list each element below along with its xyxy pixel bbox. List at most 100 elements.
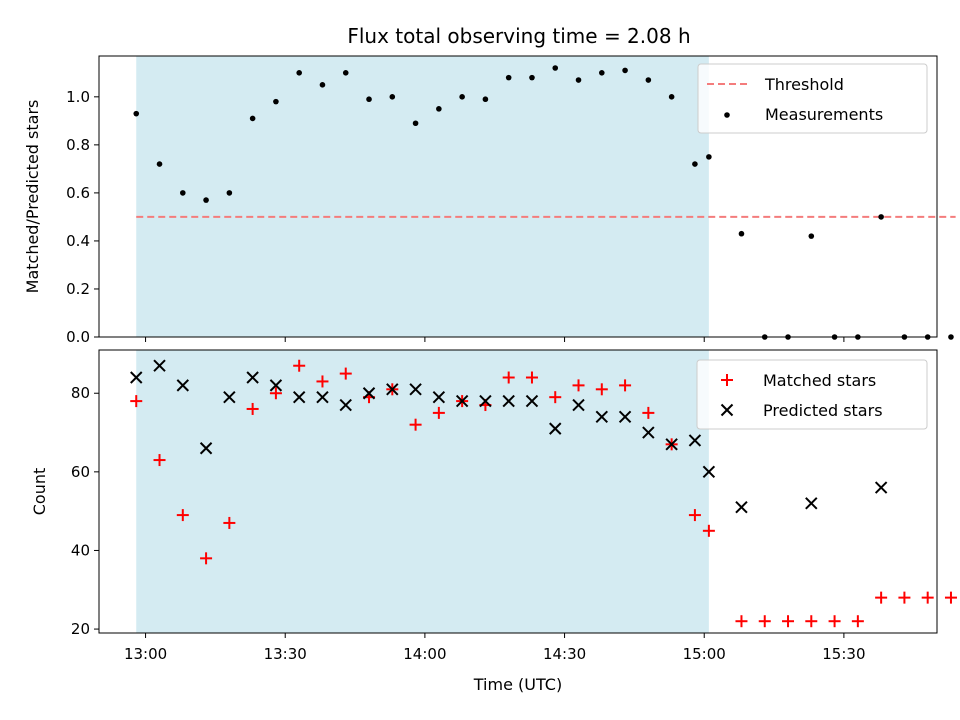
measurement-point bbox=[482, 96, 489, 103]
measurement-point bbox=[203, 197, 209, 203]
predicted-star-point bbox=[432, 390, 446, 404]
matched-star-point bbox=[619, 379, 632, 392]
matched-star-point bbox=[851, 615, 864, 628]
matched-star-point bbox=[921, 591, 934, 604]
matched-star-point bbox=[805, 615, 818, 628]
matched-star-point bbox=[409, 418, 422, 431]
measurement-point bbox=[180, 190, 186, 196]
matched-star-point bbox=[642, 406, 655, 419]
measurement-point bbox=[948, 334, 954, 340]
measurement-point bbox=[342, 70, 349, 76]
predicted-star-point bbox=[735, 501, 748, 514]
measurement-point bbox=[692, 161, 698, 167]
predicted-star-point bbox=[525, 394, 539, 408]
measurement-point bbox=[389, 94, 396, 100]
matched-star-point bbox=[828, 615, 841, 628]
matched-star-point bbox=[176, 509, 189, 522]
measurement-point bbox=[249, 115, 256, 122]
top-y-tick-label: 0.2 bbox=[66, 280, 90, 298]
measurement-point bbox=[412, 120, 419, 127]
top-legend-box bbox=[697, 63, 928, 134]
bottom-x-axis-ticks: 13:00 13:30 14:00 14:30 15:00 15:30 bbox=[124, 633, 866, 663]
predicted-star-point bbox=[665, 438, 678, 451]
matched-star-point bbox=[200, 552, 213, 565]
legend-measurements-swatch bbox=[724, 112, 730, 118]
measurement-point bbox=[133, 110, 140, 117]
bottom-y-tick-label: 80 bbox=[71, 384, 90, 402]
predicted-star-point bbox=[339, 398, 352, 412]
top-y-axis-label: Matched/Predicted stars bbox=[23, 100, 42, 294]
predicted-star-point bbox=[874, 481, 888, 494]
bottom-x-tick-label: 15:00 bbox=[683, 645, 726, 663]
legend-matched-marker bbox=[721, 374, 733, 386]
top-y-axis-ticks: 0.0 0.2 0.4 0.6 0.8 1.0 bbox=[66, 88, 99, 346]
legend-predicted-swatch bbox=[720, 403, 734, 417]
legend-measurements-label: Measurements bbox=[765, 105, 883, 124]
bottom-y-axis-label: Count bbox=[30, 468, 49, 516]
bottom-y-tick-label: 20 bbox=[71, 620, 90, 638]
matched-stars-points bbox=[130, 359, 957, 628]
legend-predicted-marker bbox=[720, 403, 734, 417]
measurement-point bbox=[319, 82, 326, 88]
predicted-star-point bbox=[223, 390, 236, 404]
legend-matched-swatch bbox=[721, 374, 733, 386]
matched-star-point bbox=[688, 509, 701, 522]
predicted-star-point bbox=[502, 394, 515, 408]
bottom-legend-box bbox=[696, 359, 928, 430]
predicted-star-point bbox=[269, 379, 283, 392]
predicted-star-point bbox=[176, 379, 190, 392]
predicted-stars-points bbox=[130, 359, 888, 514]
predicted-star-point bbox=[316, 390, 329, 404]
measurement-point bbox=[808, 233, 815, 239]
top-y-tick-label: 0.4 bbox=[66, 232, 90, 250]
top-panel: 0.0 0.2 0.4 0.6 0.8 1.0 Matched/Predicted sta… bbox=[23, 55, 956, 346]
measurement-point bbox=[575, 77, 582, 83]
matched-star-point bbox=[875, 591, 888, 604]
bottom-x-axis-label: Time (UTC) bbox=[473, 675, 562, 694]
predicted-star-point bbox=[572, 398, 585, 412]
matched-star-point bbox=[223, 516, 236, 529]
bottom-observing-window bbox=[136, 350, 709, 633]
matched-star-point bbox=[898, 591, 911, 604]
matched-star-point bbox=[339, 367, 352, 380]
bottom-x-tick-label: 13:30 bbox=[264, 645, 307, 663]
predicted-star-point bbox=[702, 465, 716, 479]
matched-star-point bbox=[782, 615, 795, 628]
predicted-star-point bbox=[805, 497, 818, 510]
legend-predicted-label: Predicted stars bbox=[763, 401, 883, 420]
bottom-x-tick-label: 13:00 bbox=[124, 645, 167, 663]
bottom-x-tick-label: 14:30 bbox=[543, 645, 586, 663]
measurement-point bbox=[878, 214, 884, 220]
matched-star-point bbox=[432, 406, 445, 419]
measurement-point bbox=[738, 230, 745, 237]
predicted-star-point bbox=[153, 359, 166, 372]
top-y-tick-label: 0.8 bbox=[66, 136, 90, 154]
measurement-point bbox=[436, 106, 442, 112]
bottom-x-tick-label: 15:30 bbox=[822, 645, 865, 663]
matched-star-point bbox=[702, 524, 715, 537]
measurement-point bbox=[645, 77, 652, 83]
predicted-star-point bbox=[246, 371, 259, 384]
matched-star-point bbox=[572, 379, 585, 392]
predicted-star-point bbox=[409, 383, 422, 396]
measurement-point bbox=[668, 94, 675, 100]
bottom-axes-frame bbox=[98, 349, 938, 634]
measurement-point bbox=[366, 96, 372, 103]
legend-threshold-label: Threshold bbox=[764, 75, 844, 94]
matched-star-point bbox=[269, 387, 282, 400]
measurement-point bbox=[529, 74, 535, 81]
predicted-star-point bbox=[386, 383, 399, 396]
measurement-point bbox=[296, 70, 302, 76]
bottom-y-tick-label: 40 bbox=[71, 541, 90, 559]
predicted-star-point bbox=[292, 390, 306, 404]
measurement-point bbox=[599, 70, 605, 76]
top-axes-frame bbox=[98, 55, 938, 338]
top-y-tick-label: 0.6 bbox=[66, 184, 90, 202]
matched-star-point bbox=[525, 371, 538, 384]
predicted-star-point bbox=[362, 387, 376, 400]
measurement-point bbox=[273, 98, 279, 105]
predicted-star-point bbox=[199, 442, 213, 455]
predicted-star-point bbox=[455, 394, 469, 408]
predicted-star-point bbox=[688, 434, 702, 447]
